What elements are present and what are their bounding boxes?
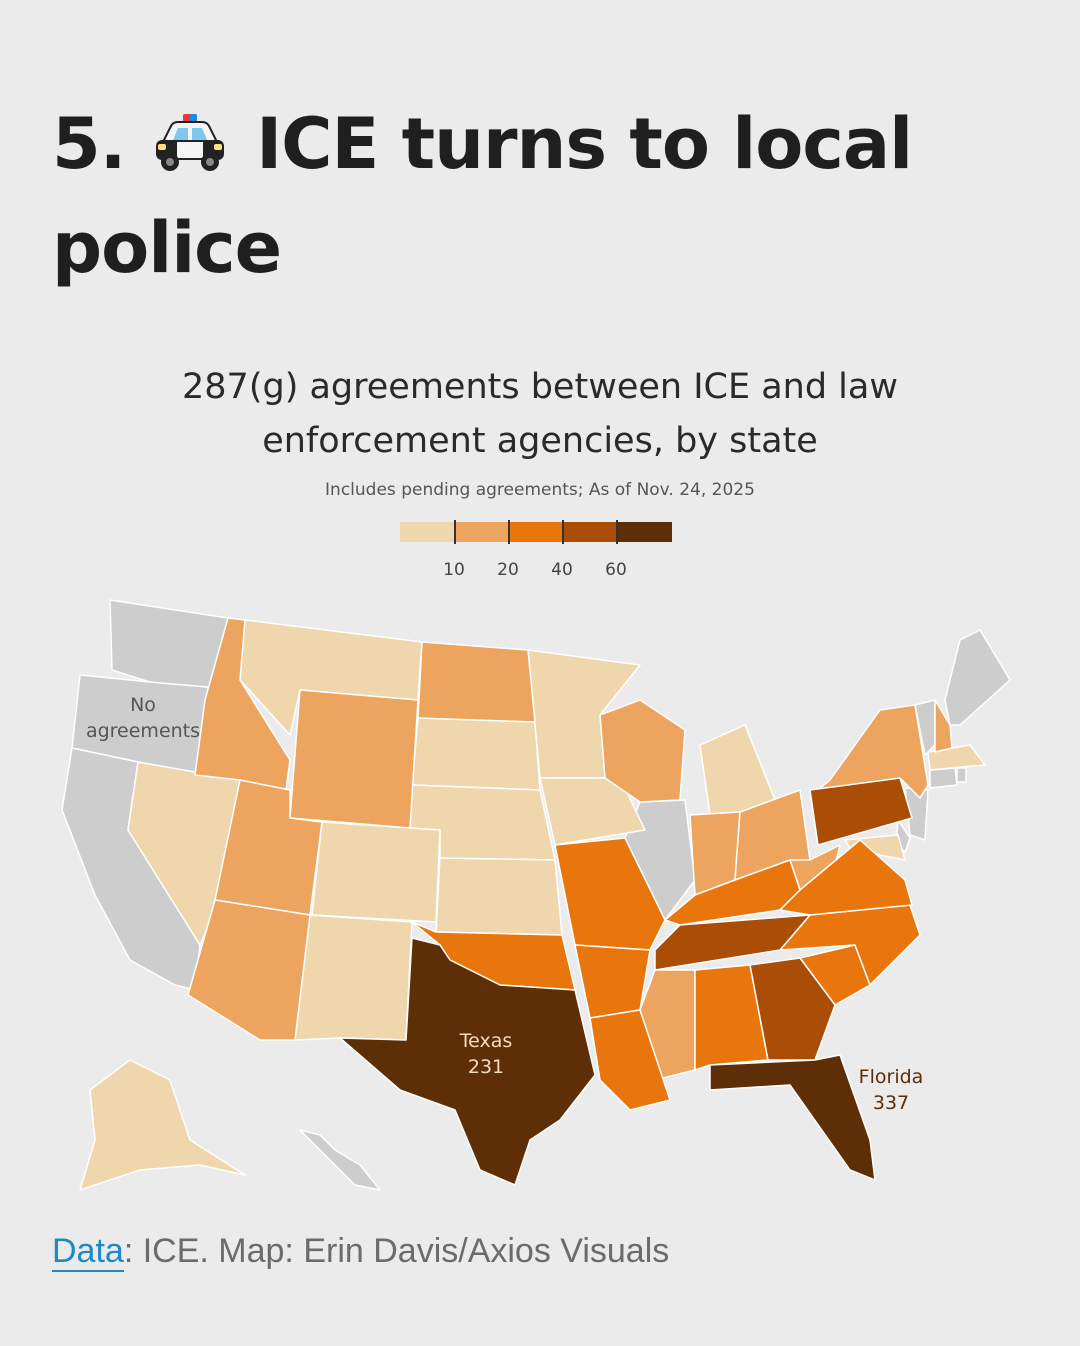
state-ri — [956, 767, 967, 783]
florida-label: Florida 337 — [840, 1064, 942, 1116]
legend-tick-label: 60 — [605, 560, 627, 580]
state-ar — [574, 944, 651, 1019]
legend-tick-label: 20 — [497, 560, 519, 580]
us-map — [61, 599, 1011, 1191]
no-agreements-label-line2: agreements — [85, 720, 201, 742]
chart-title: 287(g) agreements between ICE and law en… — [182, 367, 898, 461]
headline-number: 5. — [52, 103, 126, 185]
state-wa — [109, 599, 229, 691]
headline-line2: police — [52, 207, 282, 289]
state-la — [589, 1009, 671, 1111]
texas-label-value: 231 — [467, 1056, 505, 1078]
state-tx — [339, 937, 596, 1186]
state-az — [187, 899, 311, 1041]
legend-swatch — [400, 522, 454, 542]
texas-label-name: Texas — [459, 1030, 513, 1052]
legend-swatch — [454, 522, 508, 542]
state-wi — [599, 699, 686, 803]
legend-tick — [454, 520, 456, 544]
no-agreements-label: No agreements — [82, 692, 204, 744]
headline: 5. ICE turns to local police — [52, 92, 1032, 300]
state-mo — [554, 837, 666, 951]
state-hi — [299, 1129, 381, 1191]
state-nh — [934, 699, 953, 753]
state-ks — [435, 857, 563, 936]
legend-swatch — [508, 522, 562, 542]
legend-tick — [562, 520, 564, 544]
state-nm — [294, 914, 413, 1041]
state-ky — [664, 859, 801, 926]
chart-subtitle: Includes pending agreements; As of Nov. … — [325, 480, 755, 500]
no-agreements-label-line1: No — [130, 694, 156, 716]
state-wy — [289, 689, 419, 829]
legend-swatch — [562, 522, 616, 542]
texas-label: Texas 231 — [436, 1028, 536, 1080]
state-nd — [417, 641, 536, 723]
legend-tick-label: 40 — [551, 560, 573, 580]
state-sd — [411, 717, 541, 791]
state-tn — [654, 914, 811, 971]
state-co — [311, 821, 441, 923]
state-ga — [749, 957, 836, 1061]
legend-tick-label: 10 — [443, 560, 465, 580]
state-ma — [927, 744, 986, 771]
state-al — [694, 964, 769, 1071]
source-credit-text: : ICE. Map: Erin Davis/Axios Visuals — [123, 1232, 670, 1270]
florida-label-value: 337 — [872, 1092, 910, 1114]
legend-swatch — [616, 522, 672, 542]
state-ia — [539, 777, 646, 846]
legend-tick — [508, 520, 510, 544]
state-me — [944, 629, 1011, 726]
headline-line1: ICE turns to local — [256, 103, 913, 185]
florida-label-name: Florida — [858, 1066, 924, 1088]
police-car-icon — [155, 114, 224, 171]
state-mi — [699, 724, 776, 816]
state-pa — [809, 777, 913, 846]
data-source-link[interactable]: Data — [52, 1232, 124, 1272]
legend-tick — [616, 520, 618, 544]
state-fl — [709, 1054, 876, 1181]
source-credit: Data: ICE. Map: Erin Davis/Axios Visuals — [52, 1232, 670, 1272]
state-ak — [79, 1059, 246, 1191]
state-ct — [929, 767, 958, 789]
color-legend: 10 20 40 60 — [400, 520, 672, 580]
